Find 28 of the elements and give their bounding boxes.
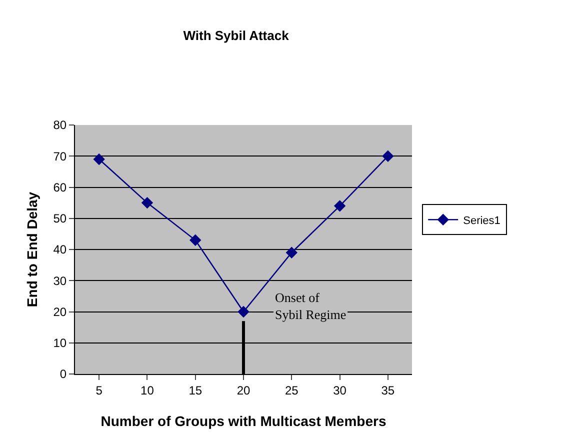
y-tick-label: 70 xyxy=(53,149,67,164)
annotation: Onset of Sybil Regime xyxy=(275,290,346,322)
point xyxy=(190,234,202,246)
x-tick-label: 5 xyxy=(96,383,103,398)
y-tick-label: 0 xyxy=(60,367,67,382)
x-tick-label: 20 xyxy=(236,383,250,398)
point xyxy=(93,153,105,166)
y-axis-title: End to End Delay xyxy=(24,192,40,308)
x-tick-label: 35 xyxy=(381,383,395,398)
x-tick-label: 10 xyxy=(140,383,154,398)
x-tick-label: 25 xyxy=(284,383,299,398)
x-tick-label: 15 xyxy=(188,383,202,398)
y-tick-label: 30 xyxy=(53,274,67,288)
y-tick-label: 80 xyxy=(53,118,67,132)
y-tick-label: 60 xyxy=(53,180,67,194)
x-tick-label: 30 xyxy=(333,383,347,398)
legend-label: Series1 xyxy=(463,214,500,227)
point xyxy=(382,150,394,162)
y-tick-label: 40 xyxy=(53,242,67,257)
y-tick-label: 20 xyxy=(53,304,67,319)
point xyxy=(286,246,298,258)
chart-title: With Sybil Attack xyxy=(183,28,290,43)
point xyxy=(141,196,154,209)
point xyxy=(238,306,250,318)
y-tick-label: 50 xyxy=(53,212,67,226)
x-axis-title: Number of Groups with Multicast Members xyxy=(100,413,386,429)
y-tick-label: 10 xyxy=(53,336,67,350)
point xyxy=(334,200,346,212)
